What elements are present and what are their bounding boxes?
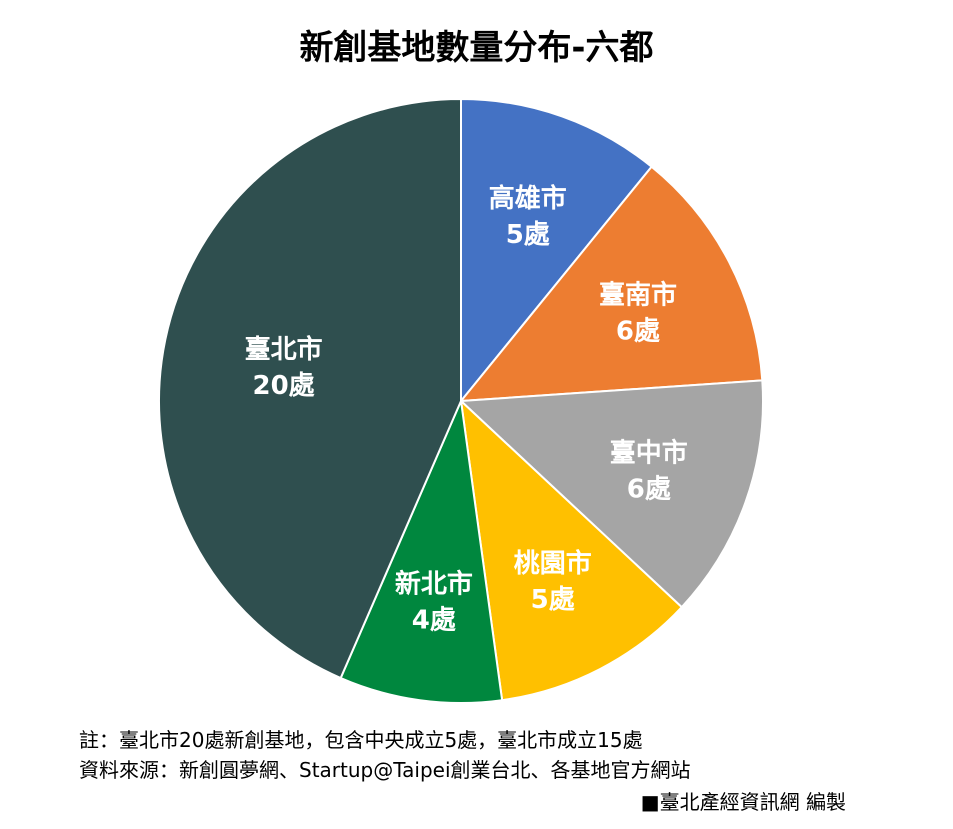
pie-slice-1 [458,165,764,403]
pie-slice-2 [458,379,764,609]
slice-name-label-0: 高雄市 [489,183,567,214]
slice-name-label-5: 臺北市 [245,334,323,365]
slice-name-label-1: 臺南市 [599,279,677,310]
slice-value-label-4: 4處 [412,605,456,635]
pie-slice-5 [158,97,462,680]
footnote-note: 註：臺北市20處新創基地，包含中央成立5處，臺北市成立15處 [79,728,643,752]
chart-title: 新創基地數量分布-六都 [299,28,654,68]
footnote-credit: ■臺北產經資訊網 編製 [640,790,846,814]
slice-name-label-2: 臺中市 [610,438,688,469]
footnote-source: 資料來源：新創圓夢網、Startup@Taipei創業台北、各基地官方網站 [79,758,691,782]
pie-slice-4 [339,397,504,704]
slice-name-label-3: 桃園市 [514,548,592,579]
slice-value-label-2: 6處 [627,475,671,505]
pie-slices [158,97,764,704]
slice-name-label-4: 新北市 [395,568,473,599]
slice-value-label-0: 5處 [506,220,550,250]
slice-value-label-1: 6處 [616,316,660,346]
pie-slice-3 [459,398,684,702]
pie-slice-0 [460,97,653,404]
slice-value-label-3: 5處 [531,585,575,615]
slice-value-label-5: 20處 [252,371,314,401]
